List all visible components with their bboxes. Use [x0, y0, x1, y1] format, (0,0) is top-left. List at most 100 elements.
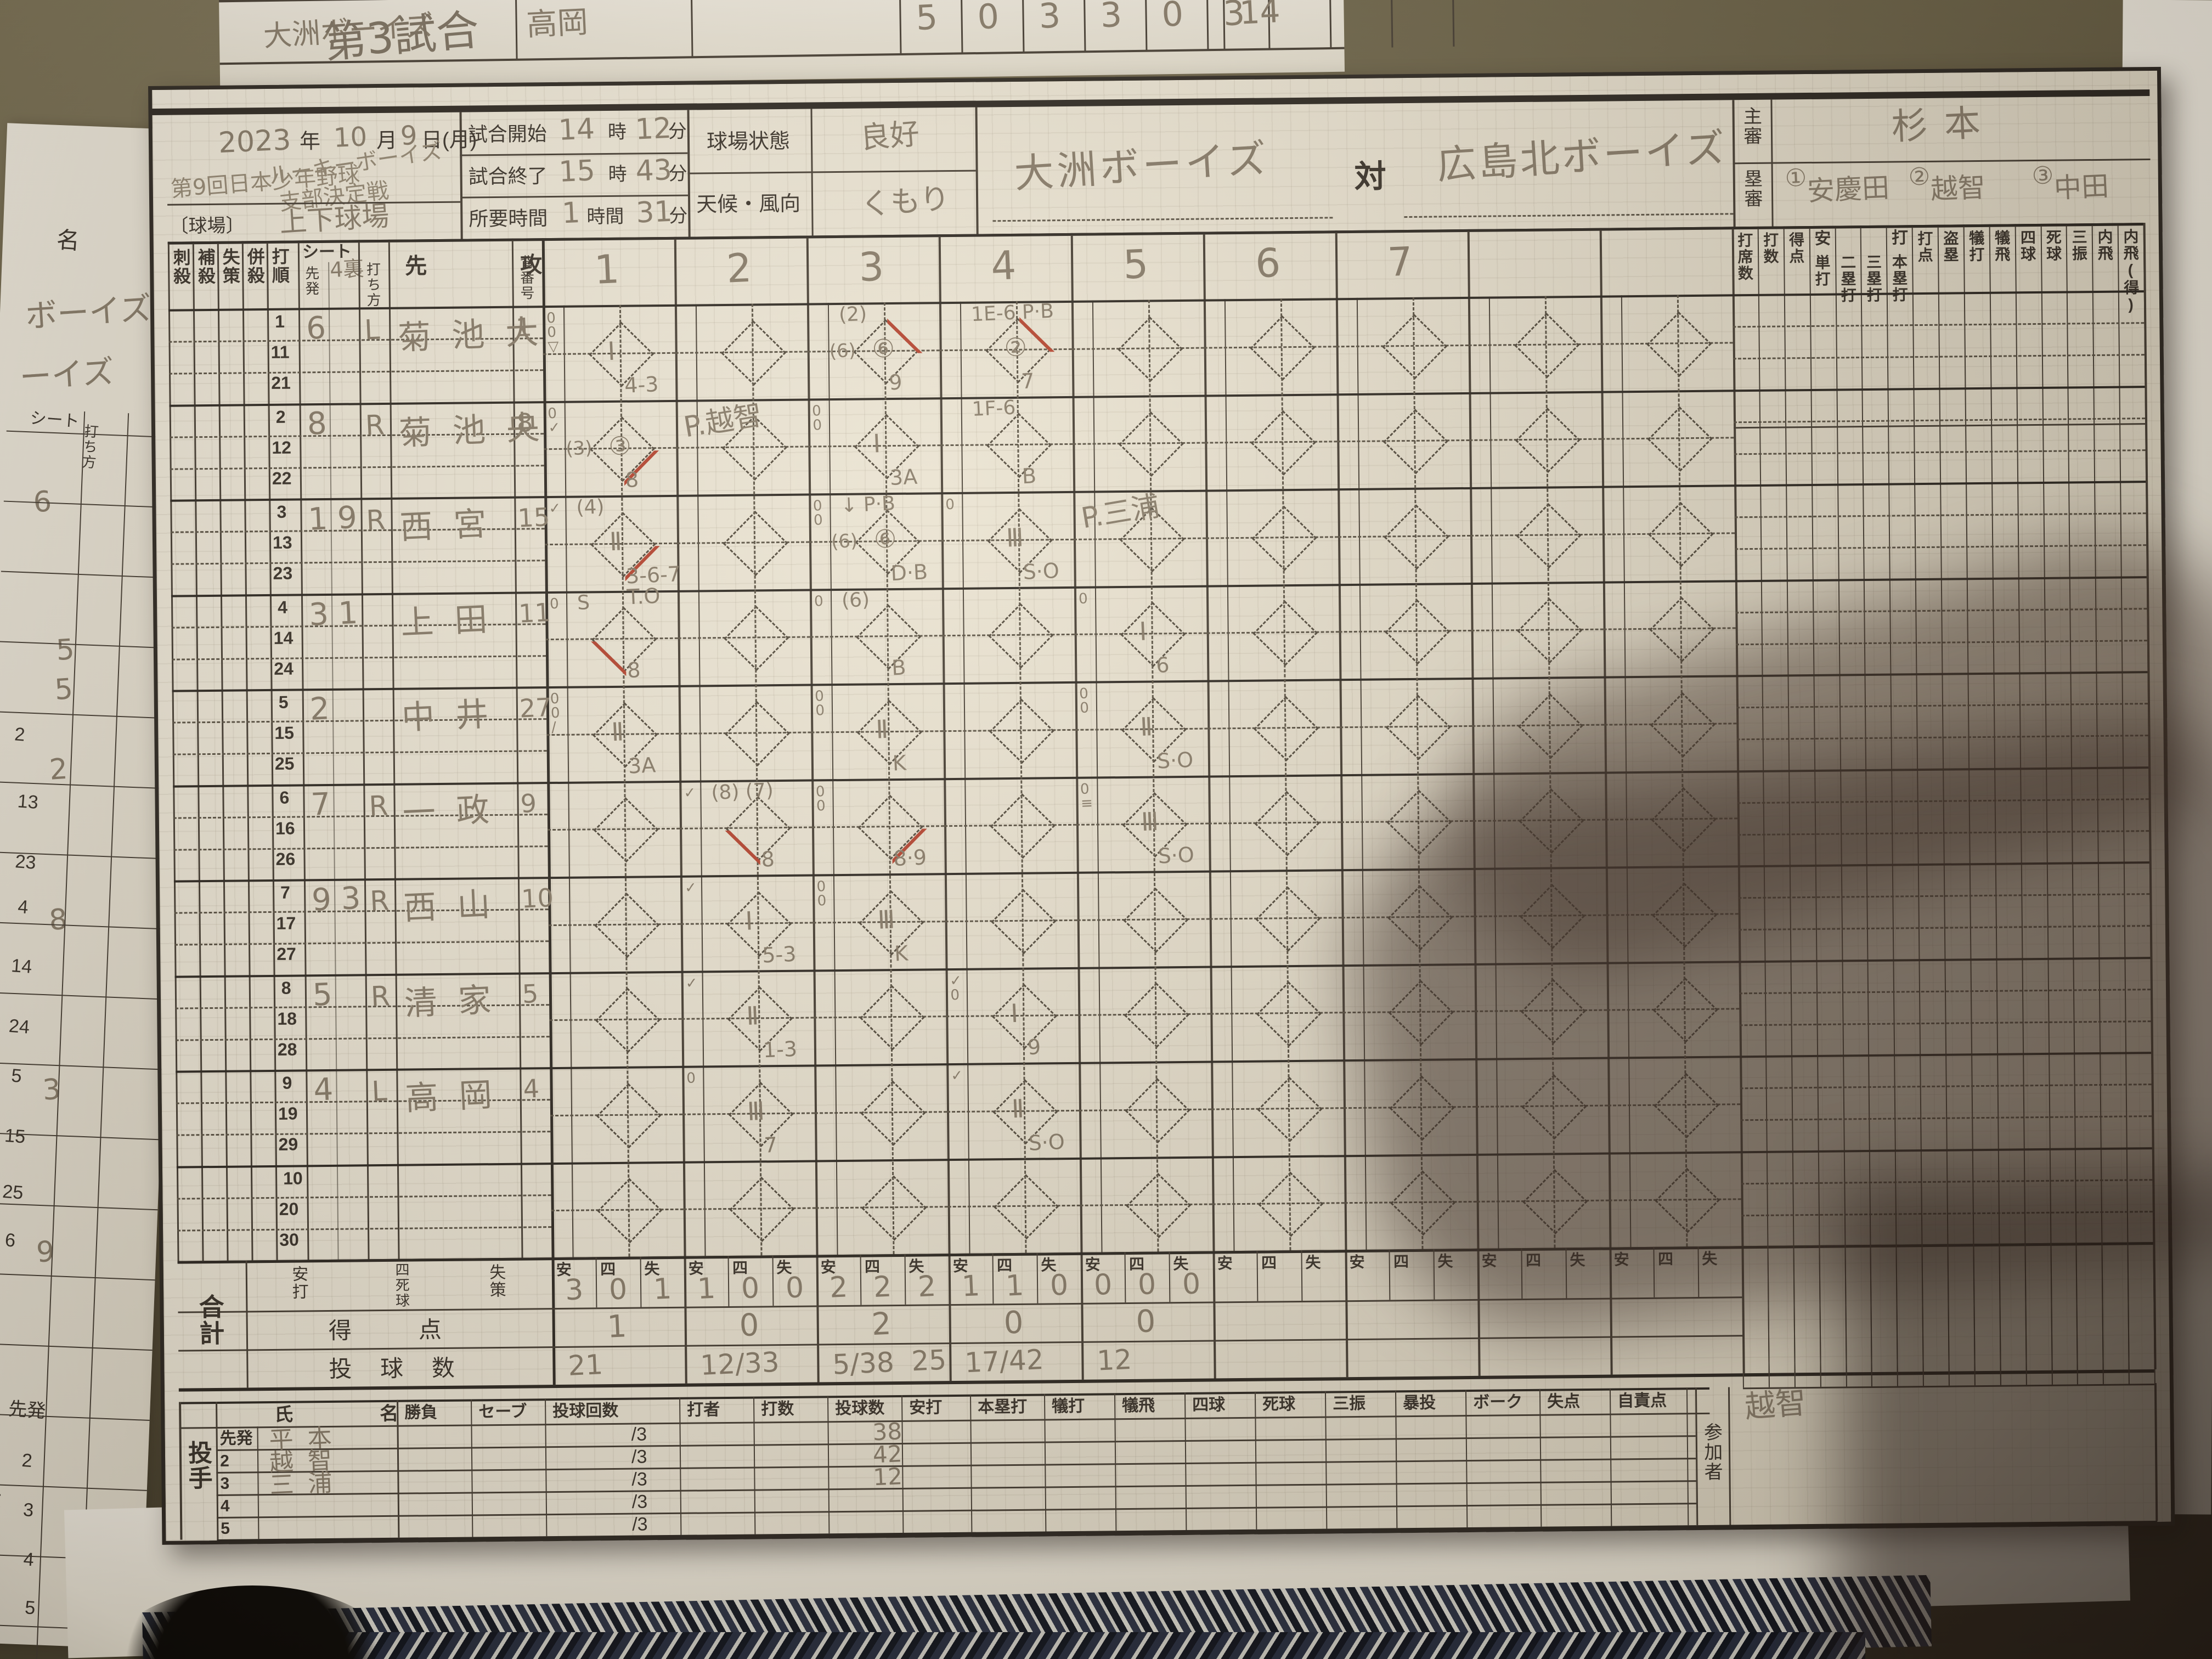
- score-note-below: 8·9: [893, 845, 927, 871]
- pitchcount-value: 5/38 25: [832, 1344, 947, 1381]
- rule-line: [1948, 1371, 1950, 1386]
- score-note-mid: Ⅱ: [1011, 1093, 1025, 1124]
- score-note-above: ↓ P·B: [840, 492, 896, 517]
- score-note-below: 1-3: [762, 1036, 798, 1063]
- position-number: 1 9: [307, 499, 358, 538]
- pitcher-col-header: 犠打: [1052, 1397, 1085, 1416]
- score-note-below: S·O: [1022, 558, 1060, 584]
- player-name: 清家: [403, 979, 513, 1023]
- score-note-mid: ②: [1003, 331, 1028, 363]
- ip-preprint: /3: [631, 1491, 648, 1513]
- score-note-below: S·O: [1028, 1129, 1065, 1155]
- inning-number: 5: [1122, 240, 1149, 288]
- printed-label: 30: [279, 1229, 299, 1250]
- score-note-mid: Ⅰ: [1138, 616, 1147, 647]
- printed-label: 打順: [269, 247, 290, 285]
- fabric-chevron-2: [165, 1632, 1865, 1659]
- batting-order: 10: [283, 1167, 303, 1188]
- printed-label: 補殺: [195, 247, 216, 286]
- total-value: 0: [741, 1271, 760, 1306]
- score-note-above: (8) (7): [710, 778, 774, 804]
- printed-label: 分: [668, 163, 687, 184]
- printed-label: 20: [279, 1199, 299, 1219]
- player-name: 菊池大: [397, 312, 560, 358]
- printed-label: 刺殺: [171, 248, 191, 286]
- rule-line: [1820, 1372, 1821, 1387]
- bg-fragment: 5: [53, 672, 74, 707]
- ip-preprint: /3: [632, 1514, 648, 1535]
- rule-line: [1794, 1373, 1796, 1387]
- pitchcount-value: 17/42: [964, 1343, 1045, 1379]
- score-note-mid: Ⅰ: [744, 906, 753, 936]
- score-note-mid: Ⅱ: [874, 714, 889, 744]
- ip-preprint: /3: [631, 1469, 647, 1490]
- rule-line: [960, 0, 963, 54]
- bg-fragment: 2: [21, 1449, 33, 1472]
- score-note-below: 7: [1020, 368, 1035, 393]
- score-note-below: 5-3: [761, 941, 797, 968]
- score-note-below: B: [890, 655, 906, 680]
- printed-label: 失策: [220, 247, 241, 285]
- stats-column-header: 得点: [1787, 232, 1805, 265]
- score-note-below: 3-6-7 T.O: [625, 561, 681, 610]
- total-value: 1: [1005, 1269, 1025, 1303]
- pitcher-slot: 3: [220, 1474, 230, 1493]
- pitch-tally: 0: [549, 595, 560, 612]
- pitcher-col-header: 失点: [1547, 1392, 1581, 1411]
- printed-label: 安: [1217, 1255, 1233, 1272]
- position-number: 2: [309, 691, 331, 727]
- total-value: 1: [961, 1269, 981, 1304]
- pitch-tally: ✓: [950, 1067, 963, 1085]
- score-note-mid: ③: [607, 431, 632, 461]
- printed-label: 23: [273, 563, 293, 583]
- printed-label: 背番号: [518, 255, 535, 301]
- rule-line: [0, 781, 174, 789]
- printed-label: 先発: [303, 266, 320, 297]
- position-number: 8: [306, 405, 328, 442]
- score-note-below: S·O: [1157, 842, 1195, 868]
- bg-fragment: 投: [0, 1484, 3, 1512]
- printed-label: 四死球: [393, 1262, 410, 1308]
- score-note-below: 6: [1155, 653, 1170, 678]
- stats-column-header: 打席数: [1736, 232, 1753, 282]
- score-note-mid: Ⅰ: [1009, 998, 1019, 1029]
- bg-fragment: 2: [48, 752, 69, 787]
- pitcher-name: 三浦: [269, 1468, 347, 1500]
- pitcher-slot: 5: [221, 1519, 230, 1538]
- batting-hand: R: [369, 884, 390, 917]
- score-note-above: (6): [841, 588, 870, 612]
- position-number: 4: [313, 1071, 334, 1108]
- inning-number: 6: [1254, 239, 1282, 287]
- player-name: 一政: [402, 789, 511, 833]
- stats-column-header: 三振: [2070, 229, 2088, 262]
- uniform-number: 27: [518, 692, 552, 724]
- batting-order: 3: [276, 501, 287, 522]
- inning-number: 3: [857, 243, 885, 291]
- printed-label: 14: [273, 628, 294, 648]
- rule-line: [1768, 1373, 1770, 1387]
- pitch-tally: ✓: [685, 974, 698, 992]
- rule-line: [1897, 1372, 1899, 1386]
- stats-column-header: 死球: [2044, 229, 2062, 262]
- batting-order: 5: [278, 692, 289, 712]
- rule-line: [1329, 0, 1332, 49]
- position-number: 7: [310, 786, 331, 823]
- uniform-number: 9: [520, 788, 538, 819]
- rule-line: [77, 413, 129, 1659]
- bg-fragment: 23: [14, 851, 37, 873]
- handwritten-mark: ③: [2031, 161, 2055, 190]
- rule-line: [0, 1342, 153, 1351]
- printed-label: 試合開始: [467, 122, 548, 146]
- pitcher-col-header: 犠飛: [1122, 1396, 1155, 1415]
- score-note-mid: Ⅱ: [610, 716, 624, 747]
- bg-score: 5: [915, 0, 939, 38]
- uniform-number: 11: [518, 597, 551, 629]
- printed-label: 失: [1702, 1250, 1718, 1267]
- rule-line: [1390, 0, 1393, 48]
- rule-line: [1206, 0, 1209, 50]
- printed-label: 打ち方: [364, 261, 382, 308]
- uniform-number: 4: [522, 1073, 540, 1104]
- pitcher-col-header: 打数: [761, 1400, 794, 1419]
- score-note-below: D·B: [890, 560, 928, 586]
- score-note-above: 1E-6 P·B: [970, 300, 1054, 326]
